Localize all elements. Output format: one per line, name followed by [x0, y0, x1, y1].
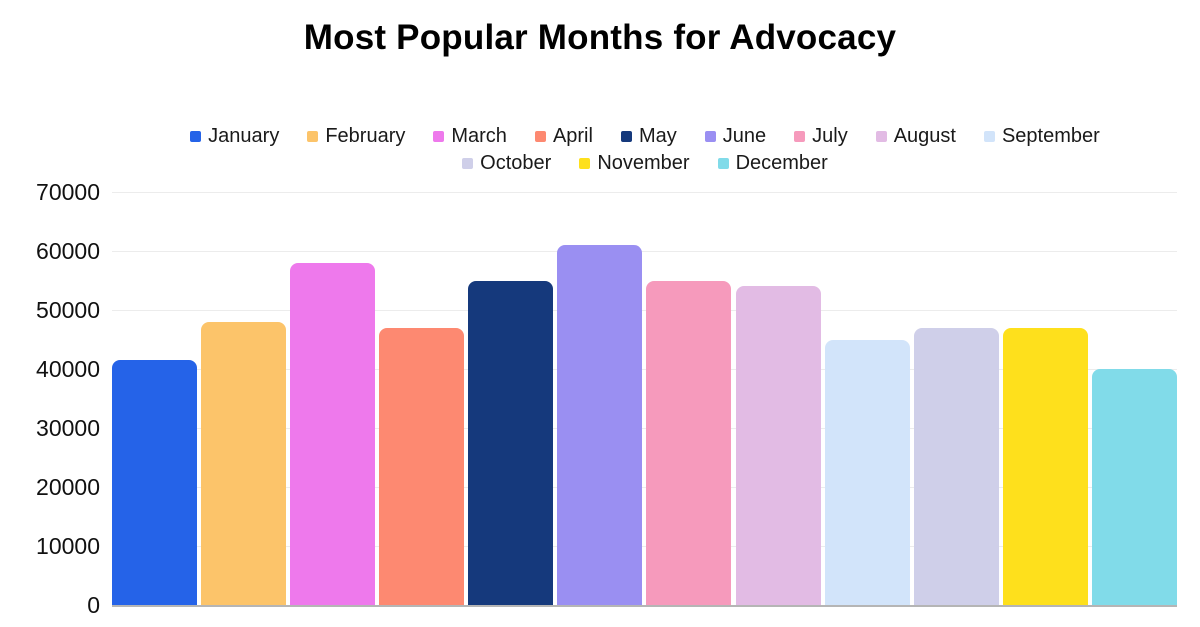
legend-item-august: August [875, 125, 956, 148]
legend-label: May [638, 125, 677, 147]
y-tick-label: 50000 [36, 297, 100, 323]
legend-label: December [735, 152, 828, 174]
legend-marker-icon [794, 131, 806, 142]
legend-item-december: December [717, 152, 828, 175]
legend-item-february: February [307, 125, 405, 148]
legend-label: March [451, 125, 507, 147]
legend-marker-icon [704, 131, 716, 142]
legend-label: November [597, 152, 690, 174]
legend-item-january: January [190, 125, 279, 148]
legend-item-november: November [579, 152, 690, 175]
bar-july [646, 280, 732, 605]
y-tick-label: 60000 [36, 238, 100, 264]
legend-marker-icon [717, 158, 729, 169]
chart-legend: January February March April May June July Augu… [90, 123, 1200, 177]
legend-item-april: April [534, 125, 593, 148]
y-tick-label: 0 [87, 592, 100, 618]
bar-january [112, 360, 197, 605]
chart-title: Most Popular Months for Advocacy [303, 18, 897, 57]
legend-marker-icon [875, 131, 887, 142]
legend-marker-icon [983, 131, 995, 142]
bar-may [468, 280, 554, 605]
legend-row-1: January February March April May June July Augu… [90, 123, 1200, 150]
y-tick-label: 40000 [36, 356, 100, 382]
gridline [112, 310, 1177, 311]
bar-october [913, 327, 999, 605]
gridline [112, 192, 1177, 193]
legend-marker-icon [307, 131, 319, 142]
legend-item-may: May [620, 125, 677, 148]
plot-area [112, 192, 1177, 607]
legend-marker-icon [462, 158, 474, 169]
legend-label: April [552, 125, 593, 147]
bar-september [824, 339, 910, 605]
bar-june [557, 245, 643, 605]
legend-label: August [893, 125, 956, 147]
bar-december [1091, 369, 1177, 605]
legend-marker-icon [190, 131, 202, 142]
legend-item-september: September [983, 125, 1100, 148]
y-tick-label: 10000 [36, 533, 100, 559]
legend-label: July [812, 125, 848, 147]
legend-marker-icon [579, 158, 591, 169]
legend-marker-icon [433, 131, 445, 142]
gridline [112, 428, 1177, 429]
legend-item-july: July [794, 125, 848, 148]
legend-label: September [1001, 125, 1100, 147]
y-axis: 70000 60000 50000 40000 30000 20000 10000 0 [0, 180, 100, 617]
gridline [112, 546, 1177, 547]
legend-label: June [722, 125, 767, 147]
bar-april [379, 327, 465, 605]
y-tick-label: 30000 [36, 415, 100, 441]
bar-february [201, 321, 287, 605]
bar-august [735, 286, 821, 605]
legend-label: January [208, 125, 280, 147]
legend-marker-icon [534, 131, 546, 142]
bar-march [290, 262, 376, 605]
gridline [112, 487, 1177, 488]
y-tick-label: 70000 [36, 179, 100, 205]
y-tick-label: 20000 [36, 474, 100, 500]
legend-label: October [480, 152, 552, 174]
legend-item-october: October [462, 152, 551, 175]
gridline [112, 369, 1177, 370]
legend-label: February [325, 125, 406, 147]
bar-november [1002, 327, 1088, 605]
legend-row-2: October November December [90, 150, 1200, 177]
bars-container [112, 192, 1177, 605]
legend-item-june: June [704, 125, 767, 148]
gridline [112, 251, 1177, 252]
legend-item-march: March [433, 125, 507, 148]
legend-marker-icon [620, 131, 632, 142]
